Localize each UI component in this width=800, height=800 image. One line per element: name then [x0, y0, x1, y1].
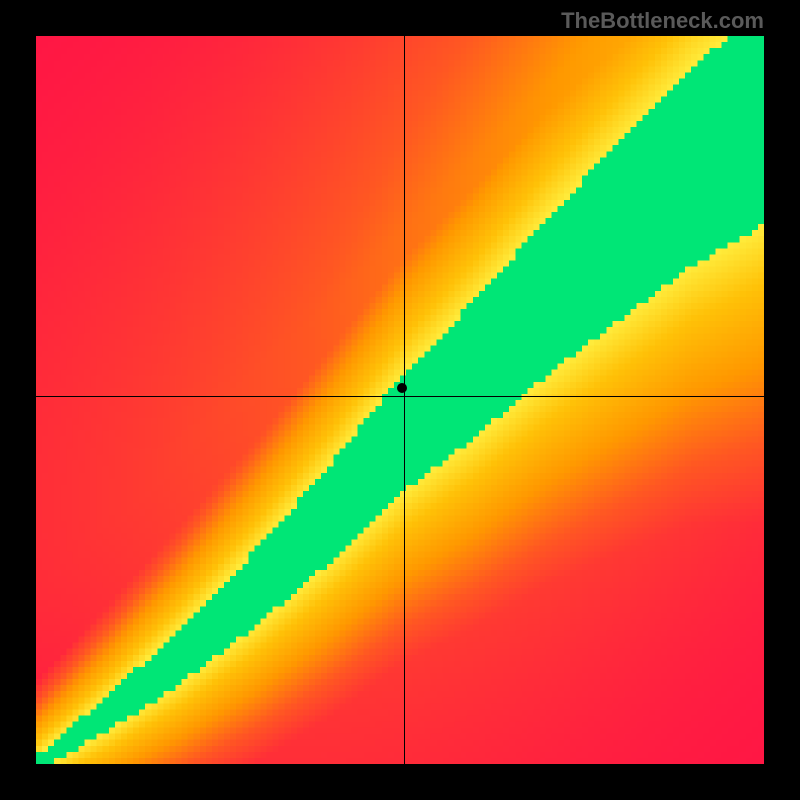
watermark-text: TheBottleneck.com: [561, 8, 764, 34]
plot-area: [36, 36, 764, 764]
crosshair-horizontal: [36, 396, 764, 397]
chart-frame: TheBottleneck.com: [0, 0, 800, 800]
crosshair-vertical: [404, 36, 405, 764]
heatmap-canvas: [36, 36, 764, 764]
marker-dot: [397, 383, 407, 393]
